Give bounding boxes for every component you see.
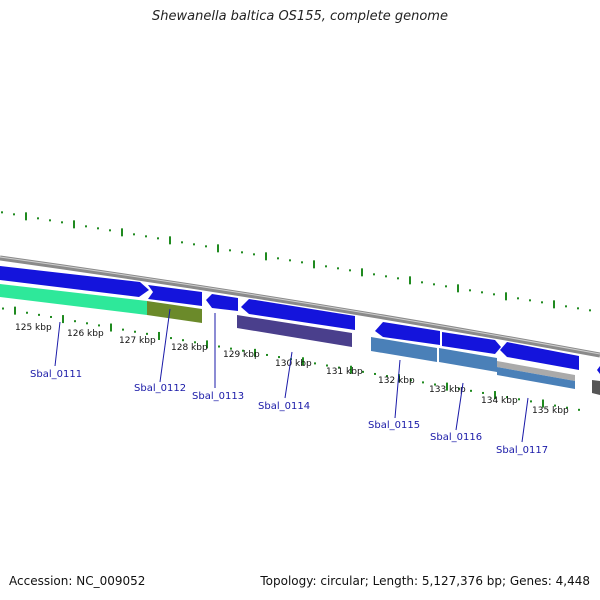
feature-band-green bbox=[0, 284, 147, 315]
kbp-label: 135 kbp bbox=[532, 406, 569, 416]
cds-arrow-sbal-0116[interactable] bbox=[442, 332, 501, 354]
kbp-label-group: 125 kbp 126 kbp 127 kbp 128 kbp 129 kbp 130 k… bbox=[15, 323, 569, 416]
inner-tick-ruler bbox=[2, 306, 580, 411]
feature-track bbox=[0, 284, 600, 395]
cds-arrow-edge[interactable] bbox=[597, 366, 600, 374]
kbp-label: 128 kbp bbox=[171, 343, 208, 353]
kbp-label: 125 kbp bbox=[15, 323, 52, 333]
genome-title: Shewanella baltica OS155, complete genom… bbox=[152, 9, 448, 24]
gene-label[interactable]: Sbal_0112 bbox=[134, 383, 186, 394]
kbp-label: 127 kbp bbox=[119, 336, 156, 346]
genome-info-text: Topology: circular; Length: 5,127,376 bp… bbox=[260, 574, 590, 588]
gene-label[interactable]: Sbal_0117 bbox=[496, 445, 548, 456]
cds-arrow-sbal-0113[interactable] bbox=[206, 294, 238, 311]
gene-leader-lines bbox=[54, 308, 529, 443]
feature-band-olive bbox=[147, 301, 202, 323]
gene-label[interactable]: Sbal_0113 bbox=[192, 391, 244, 402]
outer-tick-ruler bbox=[1, 211, 591, 312]
accession-text: Accession: NC_009052 bbox=[9, 574, 146, 588]
kbp-label: 126 kbp bbox=[67, 329, 104, 339]
gene-label-group: Sbal_0111 Sbal_0112 Sbal_0113 Sbal_0114 Sbal… bbox=[30, 369, 548, 456]
genome-backbone bbox=[0, 255, 600, 358]
gene-leader-line bbox=[455, 382, 464, 431]
cds-arrow-sbal-0114[interactable] bbox=[241, 299, 355, 330]
gene-label[interactable]: Sbal_0116 bbox=[430, 432, 482, 443]
gene-leader-line bbox=[521, 397, 529, 443]
cds-arrow-sbal-0112[interactable] bbox=[148, 285, 202, 306]
kbp-label: 132 kbp bbox=[378, 376, 415, 386]
kbp-label: 129 kbp bbox=[223, 350, 260, 360]
gene-leader-line bbox=[54, 321, 61, 367]
feature-band-grey bbox=[497, 361, 575, 381]
feature-band-steel-3 bbox=[497, 367, 575, 389]
feature-band-steel-1 bbox=[371, 337, 437, 362]
gene-leader-line bbox=[394, 359, 401, 419]
cds-arrow-sbal-0117[interactable] bbox=[500, 342, 579, 370]
gene-leader-line bbox=[159, 308, 171, 383]
gene-label[interactable]: Sbal_0115 bbox=[368, 420, 420, 431]
gene-leader-line bbox=[284, 351, 293, 399]
cds-arrow-sbal-0111[interactable] bbox=[0, 266, 149, 297]
gene-label[interactable]: Sbal_0111 bbox=[30, 369, 82, 380]
cds-track bbox=[0, 266, 600, 374]
feature-band-purple bbox=[237, 315, 352, 347]
gene-label[interactable]: Sbal_0114 bbox=[258, 401, 310, 412]
kbp-label: 134 kbp bbox=[481, 396, 518, 406]
feature-band-steel-2 bbox=[439, 348, 497, 372]
cds-arrow-sbal-0115[interactable] bbox=[375, 322, 440, 345]
kbp-label: 133 kbp bbox=[429, 385, 466, 395]
kbp-label: 130 kbp bbox=[275, 359, 312, 369]
feature-band-dark-edge bbox=[592, 380, 600, 395]
kbp-label: 131 kbp bbox=[326, 367, 363, 377]
genome-backbone-highlight bbox=[0, 256, 600, 355]
